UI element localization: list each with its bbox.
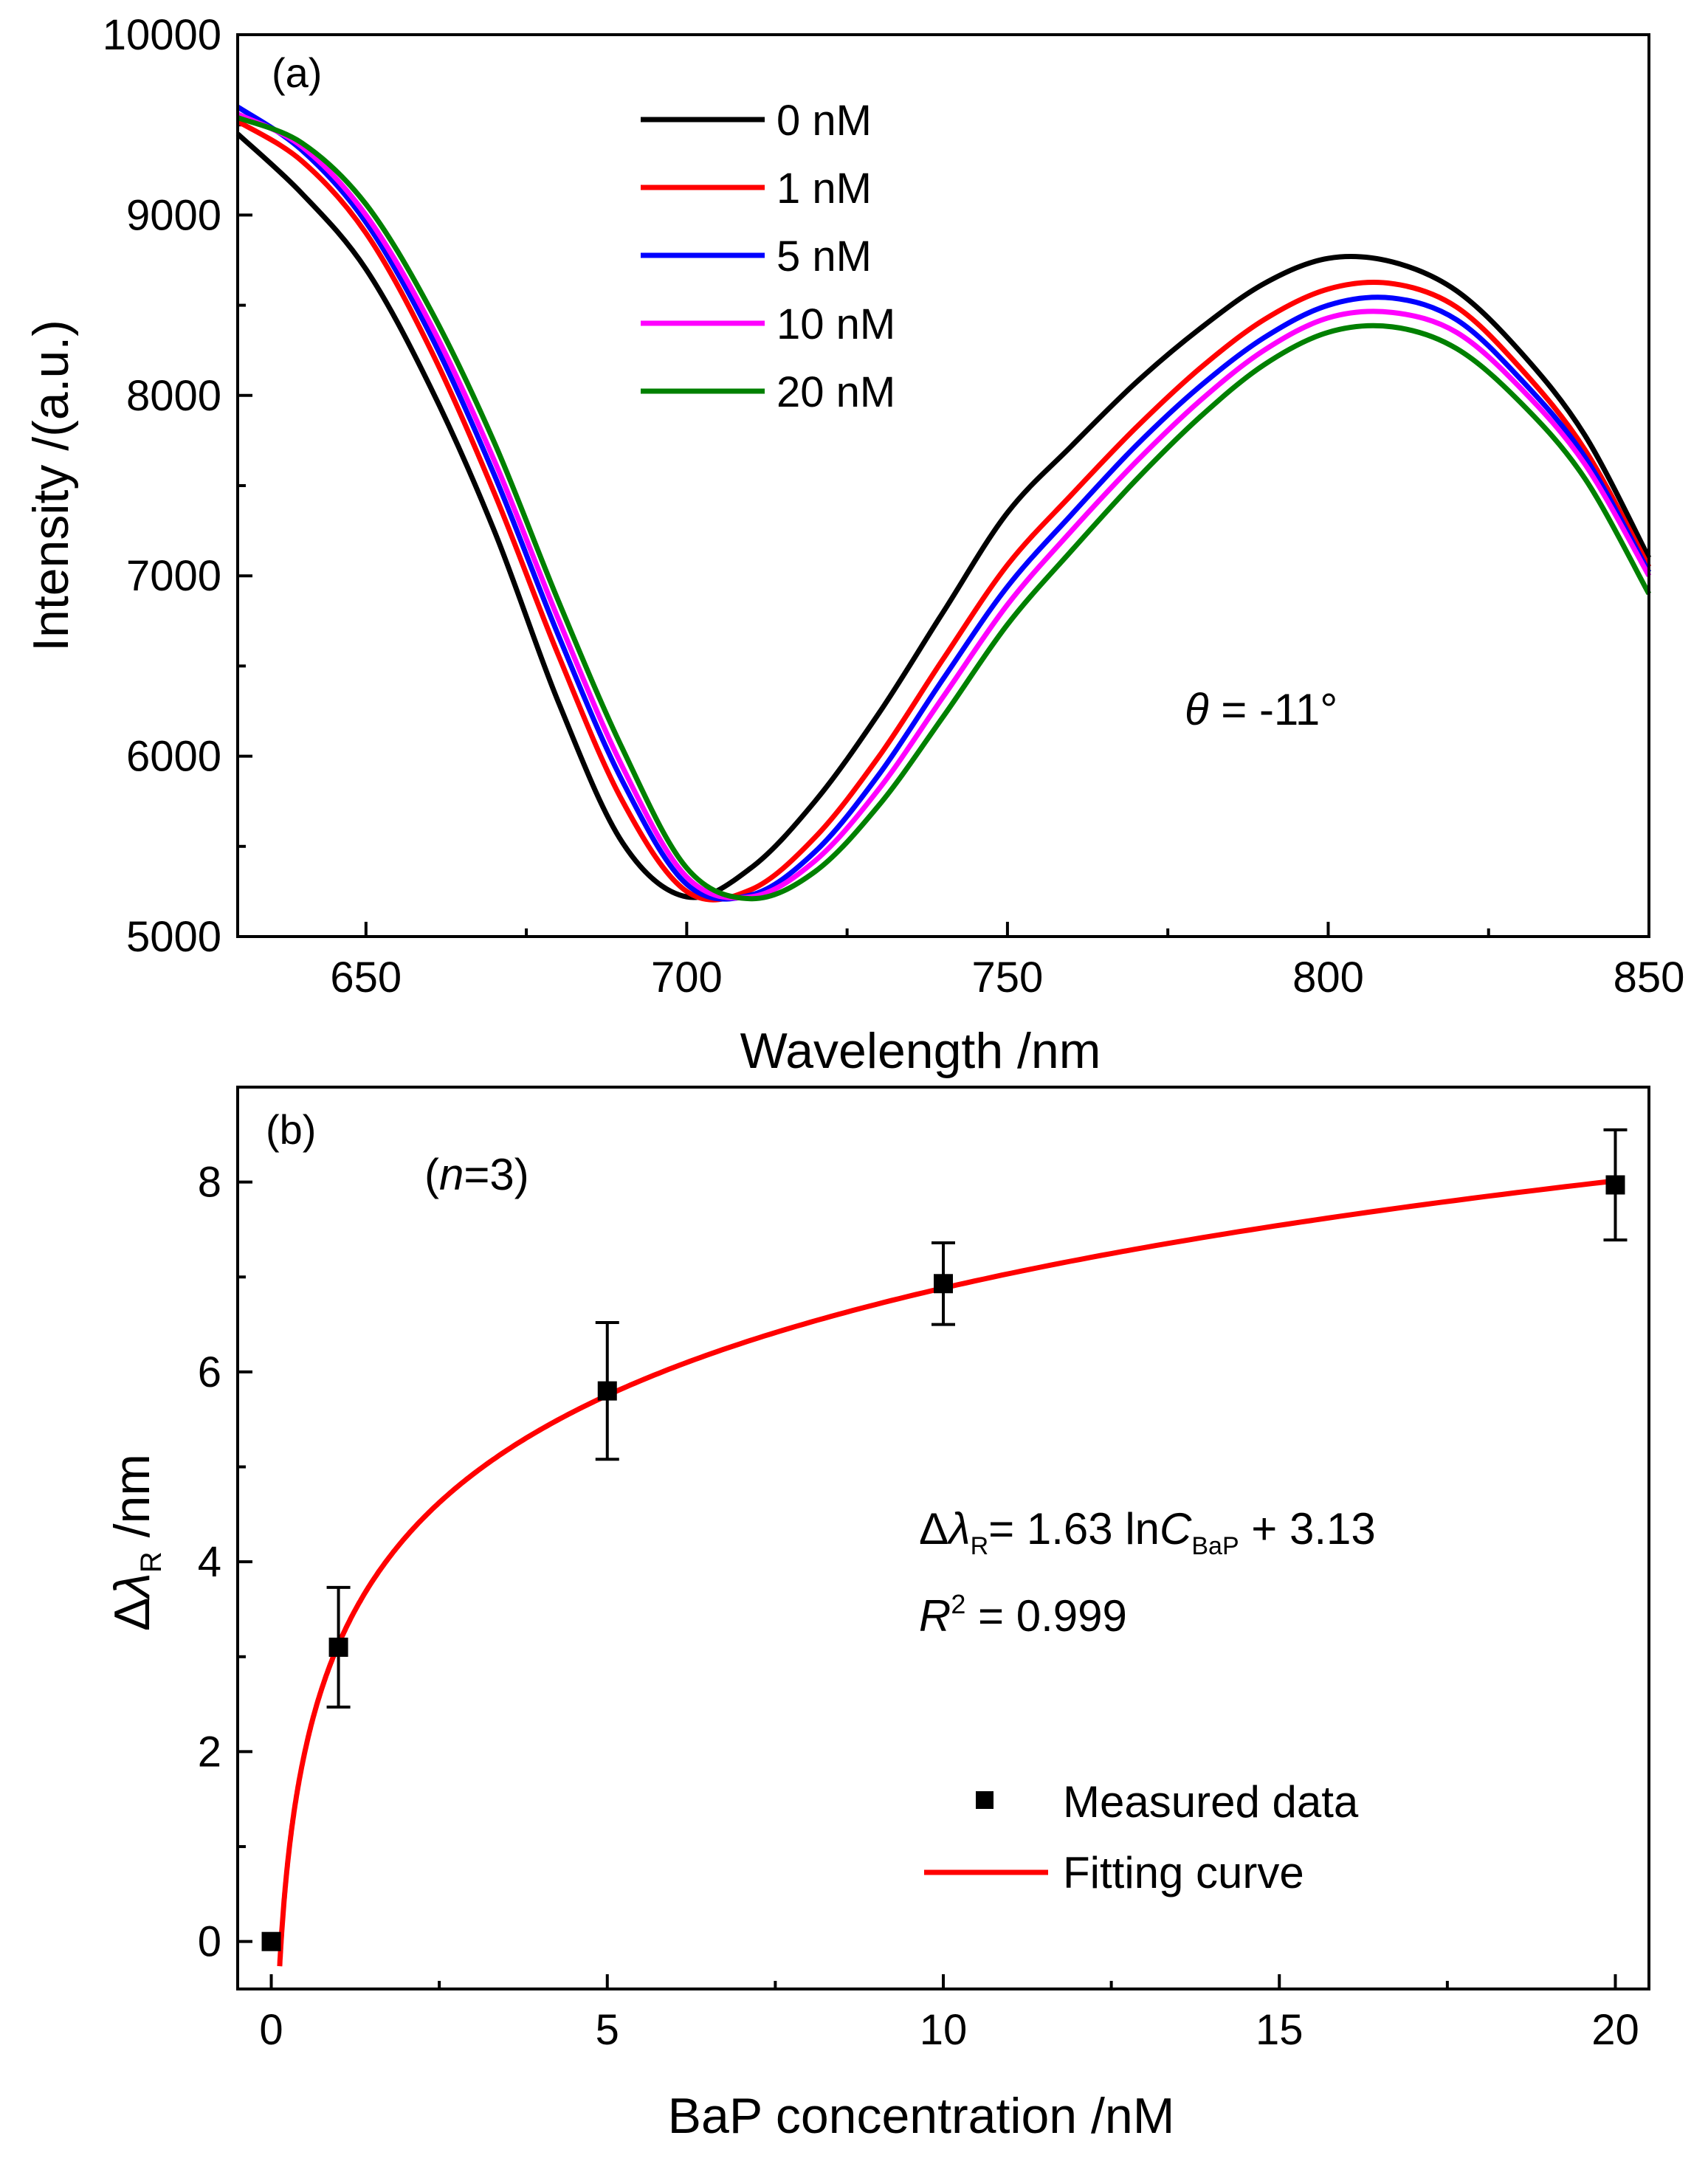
eq-tail: + 3.13 [1239, 1504, 1376, 1554]
series-line-5-nm [236, 104, 1652, 902]
panel-a-y-tick-label: 10000 [103, 11, 221, 59]
panel-a-series [235, 104, 1652, 903]
series-line-20-nm [236, 115, 1652, 902]
legend-label-10-nm: 10 nM [776, 300, 895, 348]
legend-label-1-nm: 1 nM [776, 165, 872, 213]
panel-b-y-tick-label: 6 [198, 1348, 221, 1396]
legend-measured-label: Measured data [1063, 1777, 1359, 1827]
eq-lambda: λ [946, 1504, 971, 1554]
panel-a-y-tick-label: 7000 [126, 552, 221, 600]
angle-annotation: θ = -11° [1185, 685, 1337, 734]
measured-point [1605, 1175, 1625, 1195]
sample-size-note: (n=3) [424, 1150, 529, 1199]
panel-a-x-tick-label: 850 [1614, 954, 1685, 1002]
panel-b-y-tick-label: 2 [198, 1728, 221, 1776]
r-squared: R2 = 0.999 [919, 1589, 1127, 1641]
panel-b-x-tick-label: 0 [259, 2006, 283, 2054]
panel-b-y-tick-label: 0 [198, 1918, 221, 1966]
r2-r: R [919, 1591, 951, 1641]
measured-point [597, 1381, 617, 1401]
r2-sup: 2 [951, 1589, 965, 1619]
panel-a-y-tick-label: 8000 [126, 372, 221, 420]
measured-point [261, 1931, 281, 1951]
series-line-1-nm [236, 119, 1652, 903]
fit-equation: ΔλR= 1.63 lnCBaP + 3.13 [919, 1504, 1376, 1560]
panel-b-label: (b) [266, 1106, 316, 1153]
legend-label-20-nm: 20 nM [776, 368, 895, 416]
ylabel-unit: /nm [104, 1454, 160, 1551]
panel-a: 650 700 750 800 850 5000 6000 7000 8000 9000 10000… [23, 11, 1684, 1079]
eq-c: C [1160, 1504, 1192, 1554]
panel-a-x-tick-label: 800 [1292, 954, 1364, 1002]
panel-b-frame [236, 1086, 1650, 1990]
panel-a-legend: 0 nM 1 nM 5 nM 10 nM 20 nM [641, 97, 895, 416]
eq-sub-r: R [971, 1532, 989, 1560]
panel-b-x-axis-title: BaP concentration /nM [668, 2088, 1175, 2144]
panel-b-tick-labels: 0 5 10 15 20 0 2 4 6 8 [198, 1159, 1639, 2054]
sample-note-value: =3) [464, 1150, 528, 1199]
panel-b-x-tick-label: 5 [596, 2006, 619, 2054]
eq-sub-bap: BaP [1191, 1532, 1239, 1560]
measured-point [328, 1637, 348, 1657]
series-line-0-nm [235, 131, 1652, 900]
panel-b-measured-points [261, 1128, 1628, 1951]
panel-b-x-tick-label: 10 [920, 2006, 968, 2054]
panel-a-x-tick-label: 750 [972, 954, 1044, 1002]
angle-value: = -11° [1209, 685, 1338, 734]
fitting-curve-line [277, 1178, 1616, 1967]
panel-a-x-axis-title: Wavelength /nm [740, 1023, 1101, 1079]
panel-a-y-tick-label: 5000 [126, 913, 221, 961]
sample-note-n: n [439, 1150, 464, 1199]
ylabel-lambda: λ [104, 1573, 160, 1600]
panel-a-label: (a) [272, 49, 322, 96]
eq-mid: = 1.63 ln [988, 1504, 1160, 1554]
legend-fit-label: Fitting curve [1063, 1848, 1304, 1897]
legend-label-0-nm: 0 nM [776, 97, 872, 145]
panel-a-tick-labels: 650 700 750 800 850 5000 6000 7000 8000 9000 10000 [103, 11, 1685, 1002]
panel-b-legend: Measured data Fitting curve [924, 1777, 1359, 1897]
panel-a-y-tick-label: 6000 [126, 733, 221, 781]
ylabel-subscript: R [135, 1551, 168, 1573]
series-line-10-nm [236, 111, 1652, 901]
panel-b-x-tick-label: 20 [1591, 2006, 1639, 2054]
panel-a-x-tick-label: 700 [651, 954, 723, 1002]
ylabel-delta: Δ [104, 1598, 160, 1631]
panel-b-y-tick-label: 4 [198, 1538, 221, 1586]
legend-measured-marker [976, 1791, 994, 1809]
panel-b-x-tick-label: 15 [1256, 2006, 1304, 2054]
panel-a-frame [236, 33, 1650, 938]
panel-a-y-tick-label: 9000 [126, 191, 221, 239]
sample-note-open: ( [424, 1150, 439, 1199]
measured-point [934, 1274, 953, 1294]
legend-label-5-nm: 5 nM [776, 232, 872, 280]
theta-symbol: θ [1185, 685, 1209, 734]
eq-delta: Δ [919, 1504, 948, 1554]
panel-a-x-tick-label: 650 [330, 954, 402, 1002]
panel-a-y-axis-title: Intensity /(a.u.) [23, 320, 79, 652]
r2-tail: = 0.999 [965, 1591, 1127, 1641]
panel-b-y-tick-label: 8 [198, 1159, 221, 1207]
panel-b-y-axis-title: ΔλR /nm [104, 1454, 168, 1631]
